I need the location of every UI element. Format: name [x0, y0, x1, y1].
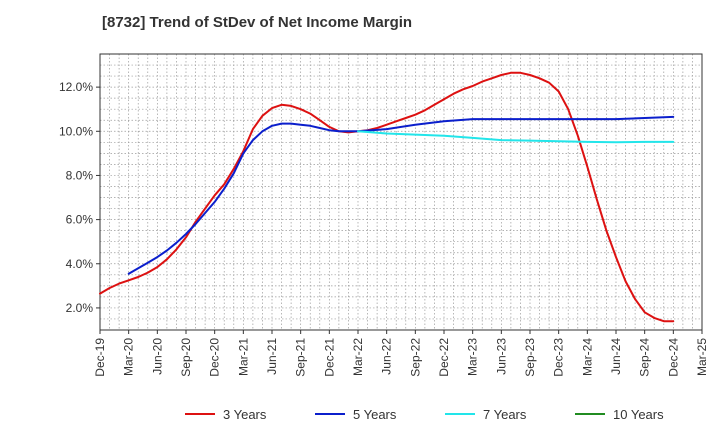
series-lines — [99, 71, 675, 323]
y-tick-label: 10.0% — [59, 124, 93, 138]
x-tick-label: Mar-24 — [580, 338, 594, 376]
x-tick-label: Sep-24 — [638, 338, 652, 377]
chart-title: [8732] Trend of StDev of Net Income Marg… — [102, 14, 413, 31]
x-tick-label: Sep-21 — [294, 338, 308, 377]
series-line-3-years — [99, 71, 675, 323]
x-tick-label: Mar-20 — [122, 338, 136, 376]
legend: 3 Years 5 Years 7 Years 10 Years — [185, 407, 664, 422]
x-tick-label: Dec-19 — [93, 338, 107, 377]
legend-label: 10 Years — [613, 407, 664, 422]
x-tick-label: Sep-20 — [179, 338, 193, 377]
x-axis-ticks: Dec-19 Mar-20 Jun-20 Sep-20 Dec-20 Mar-21 Jun-… — [93, 330, 709, 377]
y-axis-ticks: 2.0% 4.0% 6.0% 8.0% 10.0% 12.0% — [59, 80, 100, 315]
x-tick-label: Dec-23 — [552, 338, 566, 377]
series-line-7-years — [357, 130, 675, 144]
x-tick-label: Jun-20 — [150, 338, 164, 375]
y-tick-label: 8.0% — [66, 168, 94, 182]
x-tick-label: Jun-23 — [494, 338, 508, 375]
x-tick-label: Jun-24 — [609, 338, 623, 375]
x-tick-label: Mar-22 — [351, 338, 365, 376]
x-tick-label: Jun-21 — [265, 338, 279, 375]
x-tick-label: Mar-25 — [695, 338, 709, 376]
series-line-5-years — [127, 115, 675, 275]
y-tick-label: 2.0% — [66, 301, 94, 315]
y-tick-label: 12.0% — [59, 80, 93, 94]
x-tick-label: Mar-21 — [236, 338, 250, 376]
legend-label: 3 Years — [223, 407, 267, 422]
x-tick-label: Jun-22 — [380, 338, 394, 375]
x-tick-label: Dec-21 — [322, 338, 336, 377]
x-tick-label: Sep-23 — [523, 338, 537, 377]
y-tick-label: 4.0% — [66, 257, 94, 271]
x-tick-label: Dec-22 — [437, 338, 451, 377]
grid-lines — [99, 53, 703, 331]
x-tick-label: Dec-24 — [666, 338, 680, 377]
legend-label: 7 Years — [483, 407, 527, 422]
legend-label: 5 Years — [353, 407, 397, 422]
y-tick-label: 6.0% — [66, 213, 94, 227]
x-tick-label: Sep-22 — [408, 338, 422, 377]
x-tick-label: Mar-23 — [466, 338, 480, 376]
x-tick-label: Dec-20 — [208, 338, 222, 377]
plot-frame — [99, 53, 703, 331]
